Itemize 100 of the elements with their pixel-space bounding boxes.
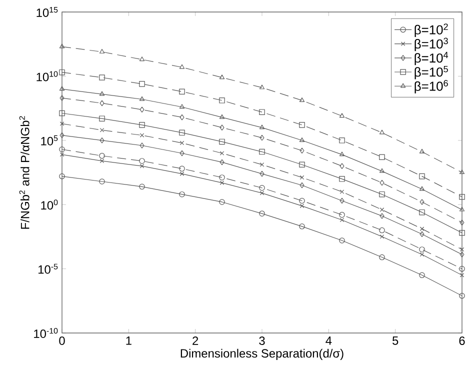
- point: [179, 64, 185, 69]
- point: [260, 134, 264, 141]
- y-tick-label: 10$^{15}$: [36, 7, 58, 17]
- y-tick-label: 10$^{-5}$: [38, 264, 58, 274]
- point: [219, 114, 225, 119]
- point: [59, 146, 65, 152]
- point: [419, 173, 425, 180]
- point: [300, 175, 304, 180]
- point: [219, 98, 225, 104]
- y-tick-label: 10$^{0}$: [41, 200, 58, 210]
- point: [259, 210, 265, 216]
- point: [59, 44, 65, 48]
- point: [140, 106, 144, 112]
- point: [299, 162, 305, 168]
- point: [220, 180, 224, 185]
- point: [379, 154, 385, 160]
- point: [340, 163, 344, 169]
- point: [100, 138, 104, 144]
- point: [139, 122, 145, 128]
- point: [379, 254, 385, 260]
- point: [179, 166, 185, 172]
- point: [180, 172, 184, 176]
- point: [139, 81, 145, 87]
- y-tick-label: 10$^{-10}$: [34, 328, 58, 338]
- point: [219, 138, 225, 145]
- point: [300, 204, 304, 208]
- point: [459, 170, 465, 174]
- y-tick-label: 10$^{10}$: [36, 71, 58, 82]
- point: [339, 176, 345, 182]
- point: [99, 152, 105, 159]
- point: [419, 246, 425, 252]
- point: [220, 124, 224, 130]
- x-tick-label: 5: [392, 336, 398, 345]
- point: [340, 218, 344, 222]
- point: [259, 109, 265, 115]
- point: [380, 234, 384, 239]
- legend-label: β=10$^{4}$: [414, 52, 448, 66]
- point: [380, 180, 384, 186]
- x-tick-label: 1: [126, 336, 132, 345]
- point: [299, 198, 305, 204]
- point: [379, 130, 385, 134]
- point: [299, 98, 305, 102]
- point: [339, 212, 345, 218]
- point: [299, 224, 305, 230]
- point: [139, 184, 145, 190]
- point: [139, 96, 145, 101]
- point: [99, 48, 105, 54]
- point: [379, 168, 385, 173]
- point: [339, 238, 345, 244]
- point: [179, 88, 185, 95]
- point: [420, 199, 424, 205]
- point: [299, 122, 305, 128]
- point: [419, 186, 425, 191]
- point: [219, 74, 225, 80]
- point: [100, 128, 104, 132]
- point: [99, 116, 105, 122]
- point: [60, 95, 64, 101]
- point: [100, 100, 104, 106]
- point: [339, 138, 345, 144]
- point: [219, 199, 225, 205]
- point: [59, 69, 65, 76]
- point: [300, 182, 304, 188]
- point: [300, 148, 304, 154]
- point: [340, 190, 344, 194]
- legend-label: β=10$^{6}$: [414, 80, 448, 94]
- point: [419, 272, 425, 278]
- point: [420, 252, 424, 257]
- point: [99, 91, 105, 96]
- point: [259, 124, 265, 130]
- x-tick-label: 2: [192, 336, 198, 345]
- point: [100, 158, 104, 164]
- point: [99, 178, 105, 184]
- y-tick-label: 10$^{5}$: [41, 135, 58, 146]
- legend-label: β=10$^{2}$: [414, 24, 448, 37]
- point: [59, 110, 65, 116]
- y-axis-title: F/NGb$^{2}$ and P/αNGb$^{2}$: [19, 116, 30, 229]
- point: [140, 133, 144, 138]
- point: [339, 152, 345, 156]
- point: [99, 74, 105, 80]
- point: [179, 191, 185, 198]
- x-tick-label: 6: [459, 336, 465, 345]
- point: [180, 114, 184, 120]
- point: [179, 104, 185, 109]
- point: [180, 150, 184, 156]
- point: [260, 162, 264, 167]
- point: [259, 148, 265, 155]
- point: [419, 148, 425, 154]
- point: [220, 159, 224, 166]
- point: [460, 220, 464, 226]
- point: [299, 138, 305, 142]
- point: [140, 142, 144, 148]
- point: [419, 209, 425, 216]
- point: [139, 158, 145, 164]
- point: [260, 170, 264, 177]
- point: [339, 113, 345, 118]
- legend-label: β=10$^{5}$: [414, 66, 448, 80]
- point: [459, 266, 465, 272]
- point: [219, 174, 225, 180]
- point: [140, 164, 144, 168]
- point: [179, 130, 185, 136]
